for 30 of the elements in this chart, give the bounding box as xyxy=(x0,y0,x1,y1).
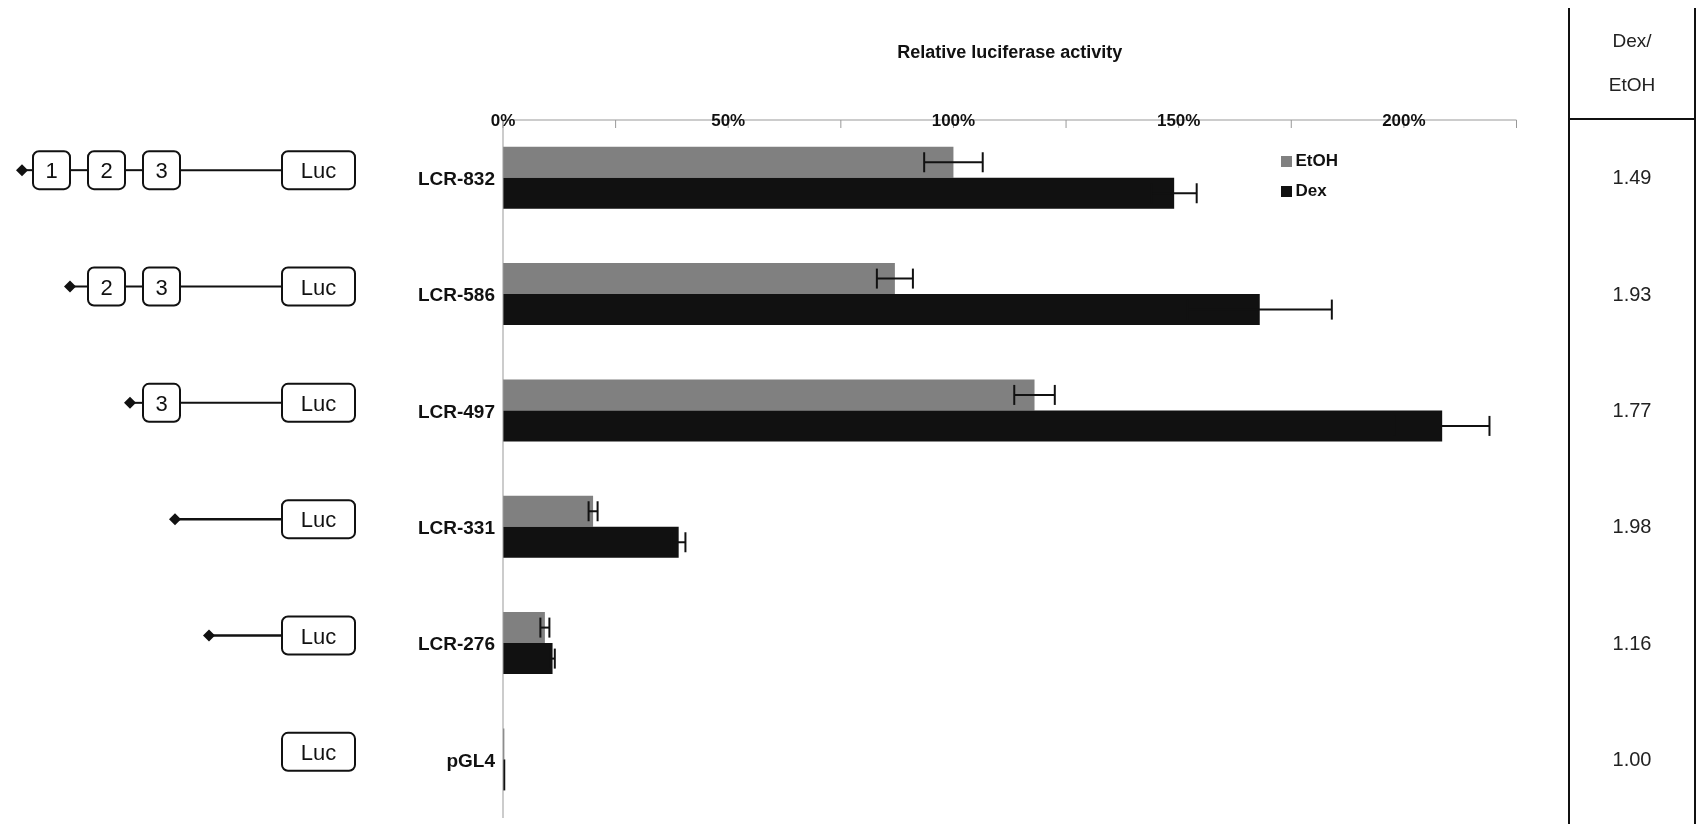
text: 1.98 xyxy=(1611,515,1653,539)
construct-diagram: Luc xyxy=(203,615,356,656)
x-tick-label: 50% xyxy=(711,111,746,130)
y-tick-label: pGL4 xyxy=(446,749,496,771)
x-tick-label: 150% xyxy=(1156,111,1201,130)
y-tick-label: LCR-832 xyxy=(417,167,495,189)
text: 1 xyxy=(45,158,58,184)
text: Dex/ EtOH xyxy=(1608,30,1656,95)
legend-label: EtOH xyxy=(1295,150,1338,172)
x-tick-label: 0% xyxy=(490,111,516,130)
construct-diagram: 2 3 Luc xyxy=(64,266,356,307)
text: 3 xyxy=(155,158,168,184)
text: 1.16 xyxy=(1611,631,1653,655)
construct-diagram: 3 Luc xyxy=(124,382,356,423)
text: 1.77 xyxy=(1611,398,1653,422)
text: Luc xyxy=(300,158,337,184)
y-tick-label: LCR-331 xyxy=(417,516,496,538)
legend-label: Dex xyxy=(1295,180,1327,202)
x-axis-title: Relative luciferase activity xyxy=(897,42,1123,62)
x-tick-label: 100% xyxy=(931,111,976,130)
y-tick-label: LCR-497 xyxy=(417,400,495,422)
text: 1.93 xyxy=(1611,282,1653,306)
text: 2 xyxy=(100,158,113,184)
y-tick-label: LCR-276 xyxy=(417,633,495,655)
y-tick-label: LCR-586 xyxy=(417,284,495,306)
construct-diagram: Luc xyxy=(281,731,356,772)
text: 1.00 xyxy=(1611,747,1653,771)
text: 1.49 xyxy=(1611,166,1653,190)
construct-diagram: Luc xyxy=(169,499,356,540)
x-tick-label: 200% xyxy=(1382,111,1426,130)
